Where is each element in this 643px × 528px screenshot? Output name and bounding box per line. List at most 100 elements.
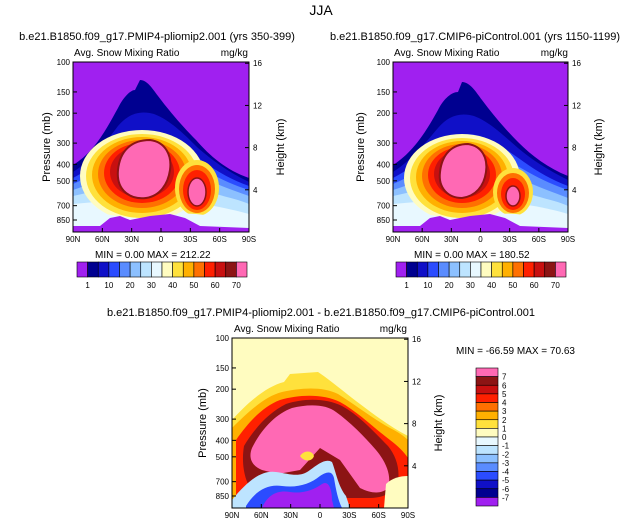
colorbar-swatch-right xyxy=(438,261,450,278)
colorbar-swatch-right xyxy=(395,261,407,278)
colorbar-label-left: 20 xyxy=(126,281,135,290)
y-tick-label-right: 850 xyxy=(377,216,391,225)
y-tick-label-right: 700 xyxy=(377,202,391,211)
colorbar-swatch-diff xyxy=(475,497,499,507)
height-tick-label-left: 12 xyxy=(253,101,262,110)
colorbar-label-right: 70 xyxy=(551,281,560,290)
colorbar-swatch-right xyxy=(459,261,471,278)
colorbar-swatch-left xyxy=(76,261,88,278)
colorbar-label-right: 10 xyxy=(423,281,432,290)
colorbar-swatch-diff xyxy=(475,428,499,438)
colorbar-swatch-left xyxy=(214,261,227,278)
y-tick-label-diff: 200 xyxy=(216,385,230,394)
x-tick-label-right: 30N xyxy=(444,235,459,244)
surface-snow xyxy=(73,214,249,232)
colorbar-swatch-right xyxy=(501,261,514,278)
y-tick-label-diff: 700 xyxy=(216,478,230,487)
x-tick-label-right: 0 xyxy=(478,235,483,244)
colorbar-swatch-diff xyxy=(475,376,499,386)
colorbar-swatch-diff xyxy=(475,384,499,395)
x-tick-label-diff: 90N xyxy=(225,511,240,520)
panel-left-ylabel: Pressure (mb) xyxy=(41,112,53,182)
colorbar-swatch-left xyxy=(140,261,152,278)
height-tick-label-left: 16 xyxy=(253,59,262,68)
height-tick-label-right: 4 xyxy=(572,186,577,195)
y-tick-label-diff: 300 xyxy=(216,415,230,424)
colorbar-swatch-left xyxy=(97,261,110,278)
colorbar-label-diff: -7 xyxy=(502,493,510,502)
colorbar-label-left: 70 xyxy=(232,281,241,290)
colorbar-label-left: 60 xyxy=(211,281,220,290)
x-tick-label-right: 60S xyxy=(532,235,546,244)
y-tick-label-diff: 400 xyxy=(216,436,230,445)
colorbar-label-diff: -6 xyxy=(502,485,510,494)
panel-diff-ylabel: Pressure (mb) xyxy=(197,388,209,458)
panel-diff-title: b.e21.B1850.f09_g17.PMIP4-pliomip2.001 -… xyxy=(107,307,535,319)
colorbar-swatch-right xyxy=(544,261,556,278)
y-tick-label-left: 500 xyxy=(57,177,71,186)
panel-diff-y2label: Height (km) xyxy=(433,395,445,452)
height-tick-label-left: 8 xyxy=(253,144,258,153)
colorbar-label-diff: 1 xyxy=(502,424,507,433)
colorbar-label-right: 50 xyxy=(508,281,517,290)
sh-lobe-peak xyxy=(505,185,521,207)
panel-right-ylabel: Pressure (mb) xyxy=(355,112,367,182)
colorbar-swatch-left xyxy=(108,261,120,278)
y-tick-label-diff: 500 xyxy=(216,453,230,462)
panel-right-title: b.e21.B1850.f09_g17.CMIP6-piControl.001 … xyxy=(330,31,620,43)
x-tick-label-left: 60S xyxy=(213,235,227,244)
colorbar-swatch-left xyxy=(236,261,248,278)
x-tick-label-left: 60N xyxy=(95,235,110,244)
panel-left-title: b.e21.B1850.f09_g17.PMIP4-pliomip2.001 (… xyxy=(19,31,295,43)
colorbar-swatch-right xyxy=(491,261,503,278)
colorbar-label-right: 30 xyxy=(466,281,475,290)
colorbar-swatch-diff xyxy=(475,488,499,498)
panel-right-units: mg/kg xyxy=(541,48,568,59)
colorbar-swatch-diff xyxy=(475,453,499,464)
panel-right-y2label: Height (km) xyxy=(593,119,605,176)
height-tick-label-right: 8 xyxy=(572,144,577,153)
core-peak xyxy=(438,142,488,200)
colorbar-swatch-left xyxy=(129,261,142,278)
y-tick-label-left: 300 xyxy=(57,139,71,148)
colorbar-swatch-right xyxy=(523,261,535,278)
colorbar-label-diff: 4 xyxy=(502,399,507,408)
colorbar-swatch-right xyxy=(533,261,546,278)
y-tick-label-left: 400 xyxy=(57,160,71,169)
panel-right-stats: MIN = 0.00 MAX = 180.52 xyxy=(414,250,530,261)
colorbar-label-left: 50 xyxy=(189,281,198,290)
panel-left: b.e21.B1850.f09_g17.PMIP4-pliomip2.001 (… xyxy=(19,31,295,261)
core-peak xyxy=(116,138,172,200)
colorbar-swatch-diff xyxy=(475,419,499,429)
panel-diff-field xyxy=(232,338,408,508)
height-tick-label-diff: 16 xyxy=(412,335,421,344)
y-tick-label-diff: 850 xyxy=(216,492,230,501)
colorbar-swatch-left xyxy=(193,261,205,278)
colorbar-label-right: 40 xyxy=(487,281,496,290)
colorbar-label-right: 20 xyxy=(445,281,454,290)
y-tick-label-right: 150 xyxy=(377,88,391,97)
x-tick-label-right: 90S xyxy=(561,235,575,244)
colorbar-swatch-left xyxy=(172,261,184,278)
colorbar-label-diff: -3 xyxy=(502,459,510,468)
colorbar-label-left: 1 xyxy=(85,281,90,290)
colorbar-label-diff: -4 xyxy=(502,468,510,477)
panel-left-y2label: Height (km) xyxy=(275,119,287,176)
height-tick-label-right: 12 xyxy=(572,101,581,110)
x-tick-label-left: 90S xyxy=(242,235,256,244)
colorbar-swatch-diff xyxy=(475,402,499,412)
x-tick-label-diff: 30N xyxy=(283,511,298,520)
colorbar-label-right: 60 xyxy=(530,281,539,290)
colorbar-swatch-right xyxy=(406,261,418,278)
colorbar-swatch-left xyxy=(182,261,195,278)
y-tick-label-left: 100 xyxy=(57,58,71,67)
colorbar-swatch-right xyxy=(448,261,461,278)
y-tick-label-diff: 150 xyxy=(216,364,230,373)
height-tick-label-diff: 8 xyxy=(412,420,417,429)
colorbar-swatch-right xyxy=(416,261,429,278)
colorbar-swatch-left xyxy=(87,261,99,278)
height-tick-label-right: 16 xyxy=(572,59,581,68)
colorbar-label-left: 30 xyxy=(147,281,156,290)
colorbar-label-diff: 7 xyxy=(502,373,507,382)
panel-left-stats: MIN = 0.00 MAX = 212.22 xyxy=(95,250,211,261)
